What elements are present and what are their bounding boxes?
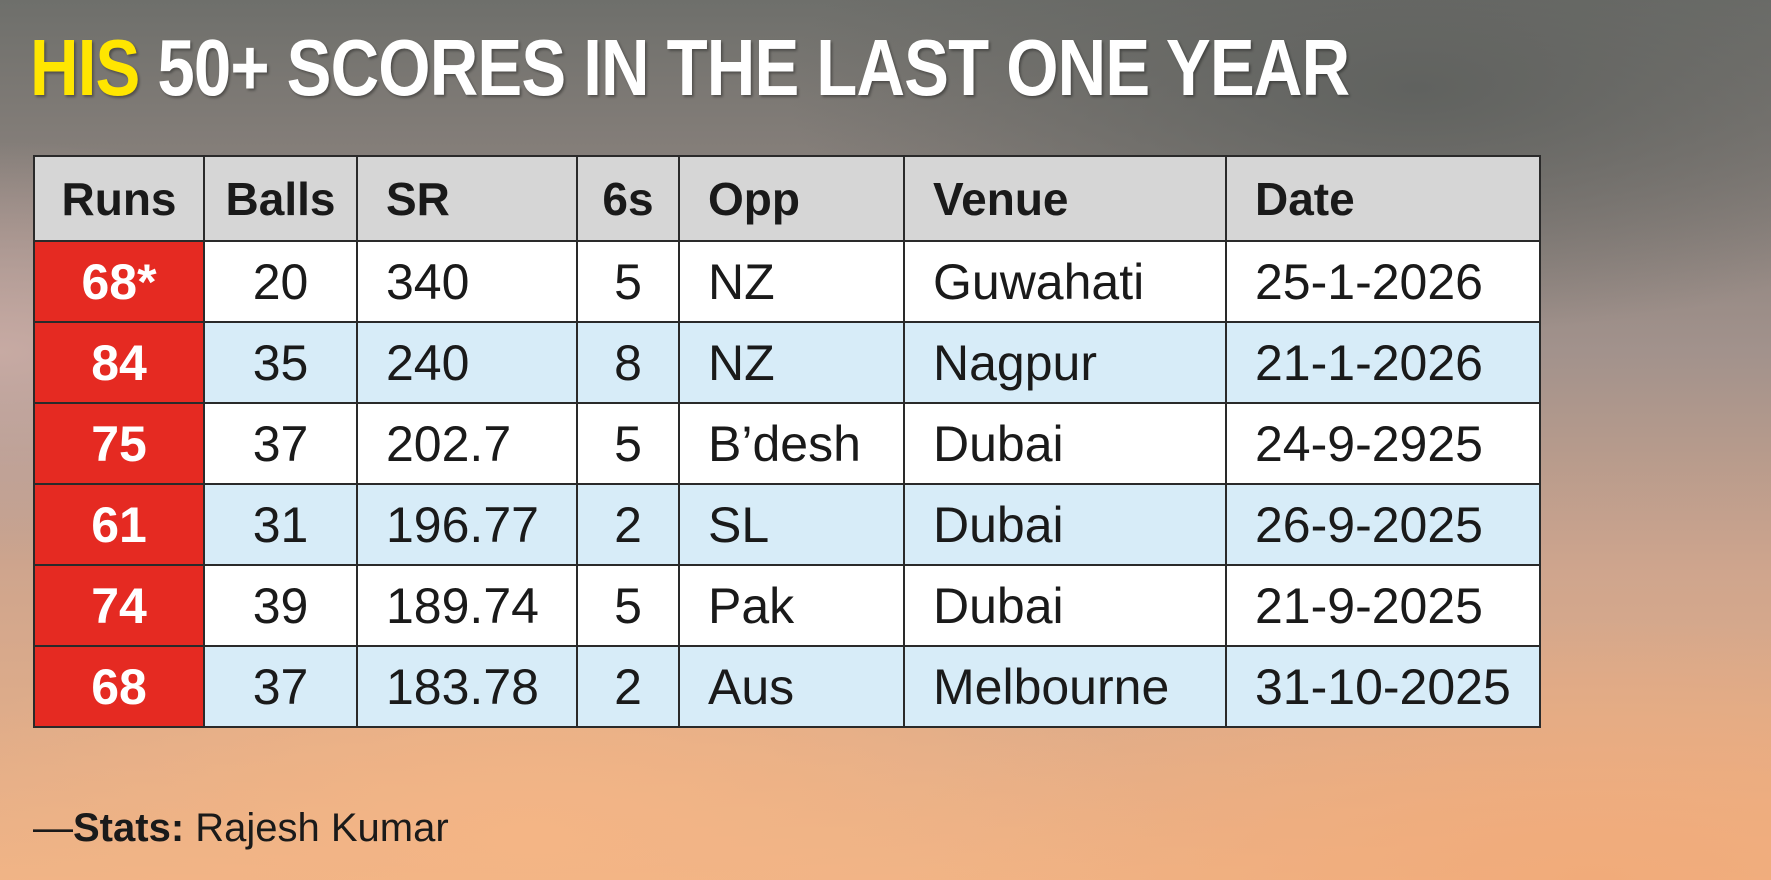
cell-sixes: 5 [576,240,680,323]
cell-sr: 340 [356,240,578,323]
cell-sixes: 5 [576,402,680,485]
table-header-row: Runs Balls SR 6s Opp Venue Date [33,155,1541,242]
credit-dash: — [33,806,73,850]
cell-venue: Melbourne [903,645,1227,728]
cell-opp: NZ [678,321,905,404]
cell-sixes: 2 [576,483,680,566]
cell-opp: Pak [678,564,905,647]
header-sixes: 6s [576,155,680,242]
cell-date: 21-1-2026 [1225,321,1541,404]
table-row: 75 37 202.7 5 B’desh Dubai 24-9-2925 [33,402,1541,485]
table-row: 61 31 196.77 2 SL Dubai 26-9-2025 [33,483,1541,566]
cell-date: 26-9-2025 [1225,483,1541,566]
cell-opp: B’desh [678,402,905,485]
cell-runs: 75 [33,402,205,485]
cell-sixes: 8 [576,321,680,404]
table-row: 68 37 183.78 2 Aus Melbourne 31-10-2025 [33,645,1541,728]
cell-balls: 37 [203,402,358,485]
cell-date: 21-9-2025 [1225,564,1541,647]
cell-runs: 68* [33,240,205,323]
cell-sr: 202.7 [356,402,578,485]
cell-runs: 74 [33,564,205,647]
header-sr: SR [356,155,578,242]
cell-balls: 39 [203,564,358,647]
cell-date: 25-1-2026 [1225,240,1541,323]
cell-runs: 84 [33,321,205,404]
cell-sr: 196.77 [356,483,578,566]
cell-sixes: 5 [576,564,680,647]
table-row: 74 39 189.74 5 Pak Dubai 21-9-2025 [33,564,1541,647]
credit-name: Rajesh Kumar [184,806,449,850]
cell-sr: 240 [356,321,578,404]
cell-opp: Aus [678,645,905,728]
header-date: Date [1225,155,1541,242]
cell-sr: 189.74 [356,564,578,647]
cell-venue: Nagpur [903,321,1227,404]
cell-sixes: 2 [576,645,680,728]
header-balls: Balls [203,155,358,242]
cell-opp: NZ [678,240,905,323]
cell-venue: Dubai [903,564,1227,647]
cell-balls: 35 [203,321,358,404]
cell-sr: 183.78 [356,645,578,728]
cell-opp: SL [678,483,905,566]
cell-balls: 37 [203,645,358,728]
credit-label: Stats: [73,806,185,850]
stats-credit: —Stats: Rajesh Kumar [33,806,449,851]
cell-venue: Guwahati [903,240,1227,323]
header-runs: Runs [33,155,205,242]
header-venue: Venue [903,155,1227,242]
cell-runs: 61 [33,483,205,566]
cell-balls: 20 [203,240,358,323]
scores-table: Runs Balls SR 6s Opp Venue Date 68* 20 3… [33,155,1541,728]
cell-date: 31-10-2025 [1225,645,1541,728]
cell-venue: Dubai [903,483,1227,566]
table-row: 84 35 240 8 NZ Nagpur 21-1-2026 [33,321,1541,404]
headline-rest: 50+ SCORES IN THE LAST ONE YEAR [139,23,1350,112]
table-row: 68* 20 340 5 NZ Guwahati 25-1-2026 [33,240,1541,323]
headline: HIS 50+ SCORES IN THE LAST ONE YEAR [30,28,1350,108]
cell-balls: 31 [203,483,358,566]
cell-date: 24-9-2925 [1225,402,1541,485]
cell-venue: Dubai [903,402,1227,485]
headline-highlight: HIS [30,23,140,112]
cell-runs: 68 [33,645,205,728]
header-opp: Opp [678,155,905,242]
